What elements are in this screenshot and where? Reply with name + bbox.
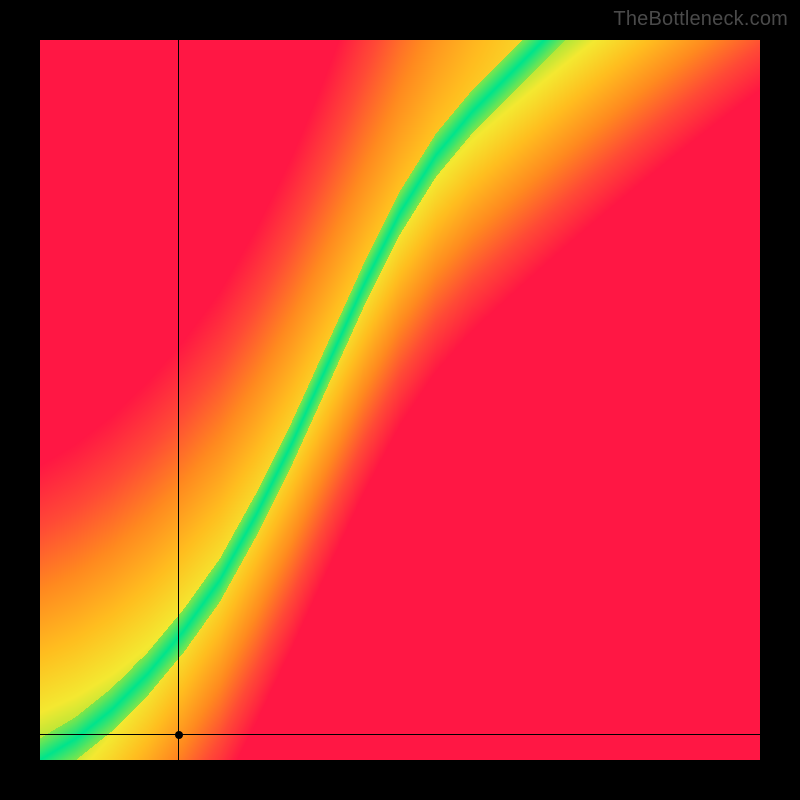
crosshair-marker — [175, 731, 183, 739]
crosshair-horizontal — [40, 734, 760, 735]
watermark-text: TheBottleneck.com — [613, 8, 788, 31]
heatmap-plot — [40, 40, 760, 760]
heatmap-canvas — [40, 40, 760, 760]
crosshair-vertical — [178, 40, 179, 760]
